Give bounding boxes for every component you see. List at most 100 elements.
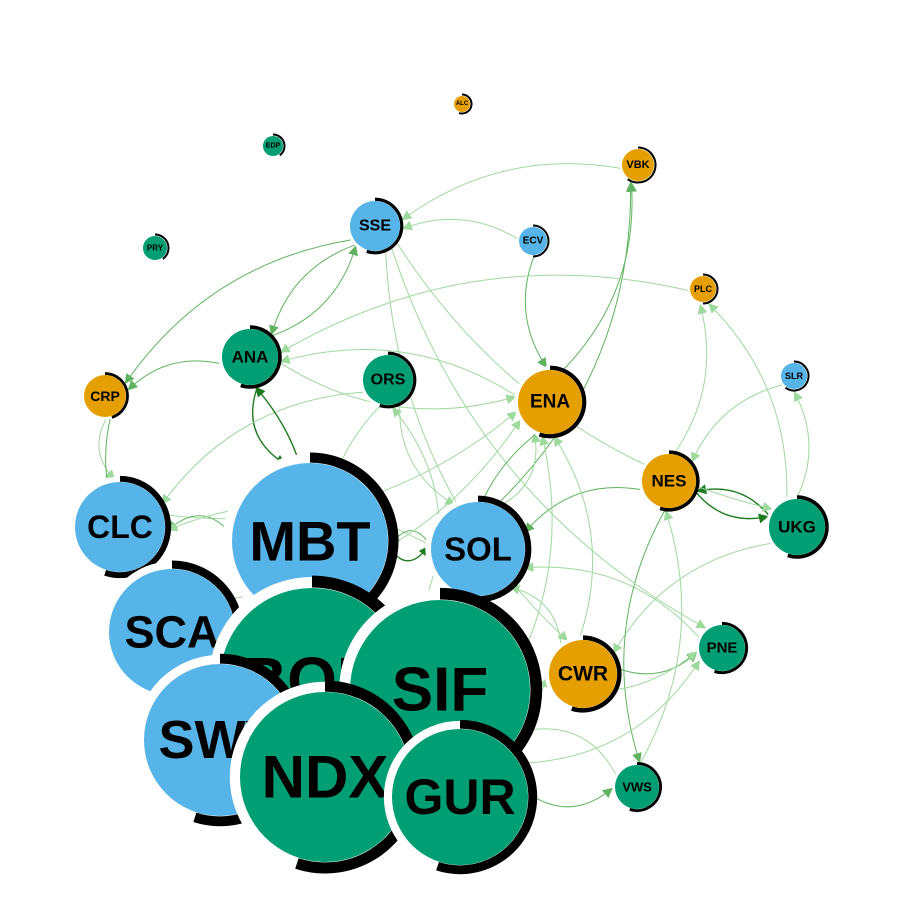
edge-NES-UKG	[693, 489, 769, 524]
node-ring-ukg	[787, 495, 829, 559]
node-circle-slr	[781, 363, 807, 389]
node-circle-gur	[392, 729, 528, 865]
edge-VBK-SSE	[401, 163, 623, 221]
node-label-sse: SSE	[359, 218, 391, 235]
node-label-gur: GUR	[404, 769, 515, 825]
node-circle-ndx	[240, 692, 410, 862]
nodes-layer: ALC EDP VBK SSE ECV PRY PLC ANA ORS ENA CRP SLR NES U…	[69, 93, 829, 875]
node-cwr[interactable]: CWR	[544, 635, 622, 713]
node-label-ena: ENA	[530, 392, 570, 413]
edge-UKG-NES	[696, 484, 772, 518]
edge-VWS-SIF	[522, 724, 618, 778]
edge-ORS-SOL	[399, 402, 456, 506]
edge-ANA-MBT	[251, 383, 286, 465]
node-circle-nes	[642, 454, 696, 508]
node-ring-gur	[436, 719, 538, 875]
node-label-crp: CRP	[90, 388, 120, 404]
node-vws[interactable]: VWS	[612, 762, 662, 812]
node-ukg[interactable]: UKG	[765, 495, 829, 559]
edge-ENA-VBK	[560, 181, 637, 373]
node-label-plc: PLC	[694, 284, 713, 294]
edge-SOL-VBK	[495, 181, 636, 506]
edge-NES-VWS	[623, 507, 667, 764]
node-circle-plc	[690, 276, 716, 302]
node-label-vws: VWS	[622, 780, 652, 795]
node-ring-nes	[659, 450, 700, 512]
edge-CWR-PNE	[616, 652, 698, 675]
node-ring-vws	[629, 762, 662, 812]
node-ena[interactable]: ENA	[514, 365, 587, 439]
node-alc[interactable]: ALC	[452, 93, 473, 115]
node-pne[interactable]: PNE	[696, 621, 749, 675]
edge-UKG-SLR	[793, 391, 810, 500]
node-label-sca: SCA	[124, 607, 219, 658]
node-label-ecv: ECV	[523, 236, 544, 247]
edge-ECV-SSE	[401, 218, 520, 241]
node-sol[interactable]: SOL	[425, 495, 532, 603]
node-ring-pne	[713, 621, 749, 675]
edge-ANA-CRP	[127, 360, 224, 391]
node-label-ors: ORS	[371, 372, 406, 389]
edge-SSE-CRP	[124, 238, 354, 385]
node-circle-crp	[84, 375, 126, 417]
node-ring-sol	[461, 495, 532, 603]
node-ring-plc	[702, 273, 719, 305]
node-circle-cwr	[549, 640, 617, 708]
edge-ANA-SSE	[269, 245, 358, 338]
edge-SSE-PNE	[390, 245, 707, 629]
edge-SSE-ANA	[269, 243, 358, 336]
node-label-pne: PNE	[707, 640, 738, 657]
node-label-vbk: VBK	[626, 159, 649, 171]
node-label-pry: PRY	[147, 244, 164, 253]
node-ndx[interactable]: NDX	[229, 680, 422, 874]
node-label-ana: ANA	[232, 348, 269, 367]
edge-ENA-ANA	[279, 349, 519, 398]
node-crp[interactable]: CRP	[81, 372, 129, 420]
edge-UKG-PLC	[708, 303, 788, 501]
edge-PLC-ANA	[279, 274, 691, 353]
node-ring-alc	[458, 93, 473, 115]
edge-CWR-ENA	[553, 435, 594, 641]
node-ring-ana	[240, 325, 282, 389]
node-circle-vbk	[622, 149, 654, 181]
edge-ECV-ENA	[524, 254, 547, 369]
node-ecv[interactable]: ECV	[517, 224, 550, 258]
node-ring-ecv	[532, 224, 550, 258]
edge-VWS-NES	[638, 509, 683, 766]
node-ring-pry	[154, 233, 170, 260]
node-slr[interactable]: SLR	[779, 360, 810, 392]
edge-SOL-ENA	[498, 432, 542, 508]
node-ring-ors	[379, 351, 417, 409]
node-ring-sse	[366, 197, 404, 255]
node-label-ukg: UKG	[778, 518, 816, 537]
edge-SLR-NES	[691, 383, 785, 463]
node-edp[interactable]: EDP	[261, 133, 286, 158]
node-label-alc: ALC	[456, 101, 469, 107]
node-ors[interactable]: ORS	[360, 351, 417, 409]
node-ring-crp	[104, 372, 129, 419]
edge-GUR-PNE	[519, 660, 700, 764]
node-gur[interactable]: GUR	[383, 719, 538, 875]
node-ring-edp	[272, 133, 286, 157]
node-circle-vws	[615, 765, 659, 809]
edge-GUR-VWS	[527, 787, 613, 808]
node-label-ndx: NDX	[262, 744, 389, 811]
node-circle-sse	[350, 201, 400, 251]
node-clc[interactable]: CLC	[69, 475, 172, 579]
node-nes[interactable]: NES	[638, 450, 700, 512]
node-circle-sol	[431, 502, 525, 596]
node-sse[interactable]: SSE	[347, 197, 404, 255]
node-circle-mbt	[232, 463, 388, 619]
node-circle-ecv	[519, 227, 547, 255]
node-label-sol: SOL	[444, 531, 512, 568]
node-ana[interactable]: ANA	[218, 325, 282, 389]
node-label-mbt: MBT	[249, 510, 370, 573]
edge-ORS-CLC	[161, 391, 367, 505]
node-ring-vbk	[627, 146, 657, 184]
node-label-clc: CLC	[87, 509, 153, 545]
node-pry[interactable]: PRY	[141, 233, 170, 262]
edge-CRP-CLC	[98, 416, 116, 481]
node-vbk[interactable]: VBK	[620, 146, 657, 184]
node-plc[interactable]: PLC	[688, 273, 719, 305]
